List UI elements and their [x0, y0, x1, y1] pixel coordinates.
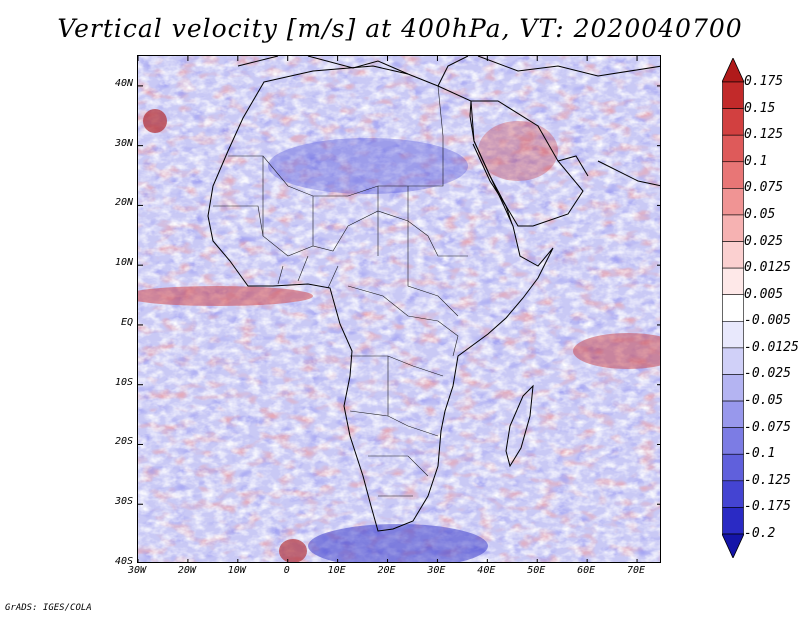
colorbar-swatch: [722, 188, 744, 216]
lat-label: 20S: [114, 436, 133, 448]
india-coastline: [597, 160, 660, 187]
lon-label: 60E: [577, 565, 596, 576]
colorbar-swatch: [722, 374, 744, 402]
colorbar-label: -0.1: [744, 446, 776, 462]
chart-title: Vertical velocity [m/s] at 400hPa, VT: 2…: [57, 14, 743, 43]
colorbar-label: 0.125: [744, 127, 784, 143]
europe-coastline: [237, 56, 660, 87]
lon-label: 50E: [527, 565, 546, 576]
colorbar-swatch: [722, 507, 744, 535]
lat-label: 30N: [114, 137, 133, 149]
indian-ocean-red-patch: [573, 333, 660, 369]
arabian-peninsula: [470, 100, 584, 227]
colorbar-label: 0.05: [744, 206, 776, 222]
colorbar-label: -0.075: [744, 419, 791, 435]
colorbar-swatch: [722, 347, 744, 375]
lon-label: 30W: [127, 565, 147, 576]
lat-label: 30S: [114, 496, 133, 508]
colorbar-swatch: [722, 241, 744, 269]
lon-label: 10E: [327, 565, 346, 576]
lon-label: 30E: [427, 565, 446, 576]
colorbar-label: 0.025: [744, 233, 784, 249]
colorbar-label: 0.005: [744, 286, 784, 302]
lon-label: 70E: [627, 565, 646, 576]
southern-blue-band: [308, 524, 488, 562]
colorbar-label: 0.075: [744, 180, 784, 196]
persian-gulf: [557, 155, 589, 177]
velocity-field-map: [138, 56, 660, 562]
colorbar-label: -0.05: [744, 393, 784, 409]
map-panel: [137, 55, 661, 563]
red-sea: [472, 143, 513, 225]
colorbar-swatch: [722, 427, 744, 455]
lat-label: 10N: [114, 257, 133, 269]
colorbar-swatch: [722, 267, 744, 296]
lon-label: 0: [283, 565, 290, 576]
colorbar-label: 0.15: [744, 100, 776, 116]
madagascar-coastline: [505, 384, 534, 468]
colorbar-label: 0.175: [744, 74, 784, 89]
atlantic-red-spot: [143, 109, 167, 133]
colorbar-swatch: [722, 480, 744, 508]
colorbar-swatch: [722, 320, 744, 349]
lon-label: 20W: [177, 565, 196, 576]
grads-credit: GrADS: IGES/COLA: [5, 603, 92, 613]
colorbar-label: 0.0125: [744, 260, 791, 276]
lon-label: 40E: [477, 565, 496, 576]
lon-label: 20E: [377, 565, 396, 576]
coastlines: [207, 56, 660, 532]
lat-label: 20N: [114, 197, 133, 209]
colorbar-swatch: [722, 161, 744, 189]
lon-label: 10W: [227, 565, 246, 576]
colorbar-label: 0.1: [744, 153, 768, 169]
arabia-red-patch: [478, 121, 558, 181]
sahara-blue-band: [268, 138, 468, 194]
lat-label: 40S: [114, 556, 133, 567]
colorbar-bottom-arrow: [722, 533, 744, 558]
colorbar-label: -0.2: [744, 526, 776, 541]
country-borders: [213, 85, 468, 497]
colorbar-label: -0.0125: [744, 339, 799, 355]
colorbar-swatch: [722, 108, 744, 136]
colorbar-top-arrow: [722, 58, 744, 83]
colorbar-label: -0.175: [744, 499, 791, 515]
lat-label: 10S: [114, 376, 133, 388]
colorbar-swatch: [722, 214, 744, 242]
graticule-ticks: [138, 56, 660, 562]
colorbar-swatch: [722, 453, 744, 482]
colorbar-swatch: [722, 134, 744, 163]
lat-label: 40N: [114, 77, 133, 89]
southern-red-spot: [279, 539, 307, 562]
colorbar-label: -0.005: [744, 313, 791, 329]
colorbar-swatch: [722, 81, 744, 109]
lat-label: EQ: [120, 316, 133, 328]
colorbar-label: -0.025: [744, 366, 791, 382]
colorbar-label: -0.125: [744, 472, 791, 488]
colorbar: [722, 58, 744, 558]
colorbar-swatch: [722, 400, 744, 428]
colorbar-swatch: [722, 294, 744, 322]
itcz-red-band: [138, 286, 313, 306]
